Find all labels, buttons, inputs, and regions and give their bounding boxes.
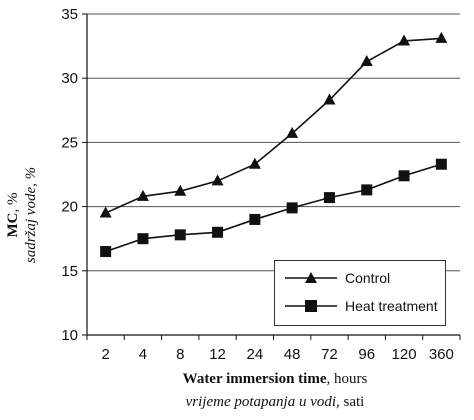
data-point-heat-treatment [100,246,112,258]
x-tick-label: 4 [139,346,147,363]
x-axis-subunit: , sati [336,394,365,410]
y-axis-label: MC, % sadržaj vode, % [2,95,42,335]
square-marker-icon [285,300,337,312]
data-point-control [174,184,187,196]
y-axis-unit: , % [5,192,21,213]
x-tick-label: 2 [101,346,109,363]
data-point-heat-treatment [137,233,149,245]
data-point-heat-treatment [286,202,298,214]
data-point-control [323,93,336,105]
y-tick-label: 35 [61,6,78,23]
series-line-heat-treatment [105,163,442,253]
x-tick-label: 12 [209,346,226,363]
data-point-heat-treatment [361,184,373,196]
data-point-control [211,174,224,186]
y-axis-subtitle: sadržaj vode, % [23,166,39,264]
triangle-marker-icon [285,272,337,283]
y-tick-label: 15 [61,263,78,280]
y-tick-label: 10 [61,327,78,344]
data-point-heat-treatment [435,158,447,170]
data-point-heat-treatment [398,170,410,182]
x-tick-label: 360 [429,346,454,363]
x-axis-sublabel: vrijeme potapanja u vodi, sati [90,394,460,411]
data-point-control [99,206,112,218]
legend-label-heat-treatment: Heat treatment [345,298,438,314]
data-point-control [286,126,299,138]
data-point-heat-treatment [174,229,186,241]
x-tick-label: 48 [284,346,301,363]
legend-item-heat-treatment: Heat treatment [283,295,438,317]
x-axis-label: Water immersion time, hours [90,371,460,388]
x-tick-label: 96 [358,346,375,363]
legend: Control Heat treatment [274,260,446,326]
data-point-heat-treatment [212,226,224,238]
x-tick-label: 72 [321,346,338,363]
data-point-heat-treatment [249,213,261,225]
legend-item-control: Control [283,267,390,289]
x-tick-label: 120 [392,346,417,363]
y-tick-label: 25 [61,134,78,151]
x-axis-subtitle: vrijeme potapanja u vodi [185,394,337,410]
y-tick-label: 30 [61,70,78,87]
legend-label-control: Control [345,270,391,286]
data-point-heat-treatment [323,192,335,204]
x-tick-label: 8 [176,346,184,363]
x-tick-label: 24 [247,346,264,363]
data-point-control [435,31,448,43]
x-axis-unit: , hours [326,371,368,387]
data-point-control [136,189,149,201]
data-point-control [360,55,373,67]
series-line-control [105,37,442,214]
x-axis-title: Water immersion time [182,371,327,387]
data-point-control [398,34,411,46]
y-tick-label: 20 [61,199,78,216]
data-point-control [248,157,261,169]
y-axis-title: MC [5,212,21,238]
